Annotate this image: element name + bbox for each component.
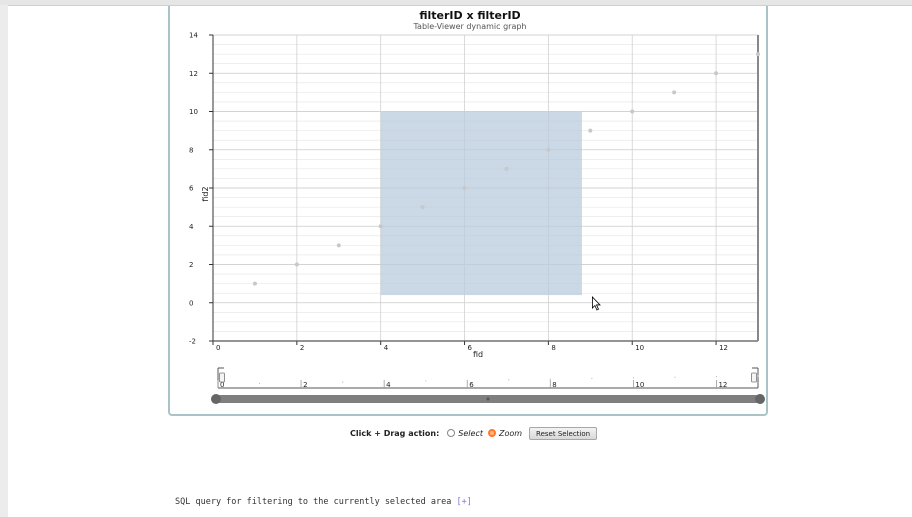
zoom-radio[interactable] [487,429,496,437]
zoom-option-label[interactable]: Zoom [498,428,523,438]
scatter-chart[interactable]: filterID x filterID Table-Viewer dynamic… [170,6,770,416]
sql-expand-toggle[interactable]: [+] [456,497,472,507]
navigator-point [591,377,593,380]
x-tick-label: 2 [300,344,304,352]
y-tick-label: 12 [189,70,198,78]
chart-panel: filterID x filterID Table-Viewer dynamic… [168,6,768,416]
chart-title: filterID x filterID [419,9,520,22]
y-tick-label: -2 [189,338,196,346]
scrollbar-grip-icon [486,397,490,401]
data-point [588,128,593,133]
data-point [420,205,425,210]
y-tick-label: 10 [189,108,198,116]
navigator-point [342,381,344,383]
navigator-point [300,382,302,384]
range-navigator[interactable]: 0 2 4 6 8 10 12 [211,367,765,404]
drag-action-controls: Click + Drag action: Select Zoom Reset S… [350,426,598,440]
data-point [252,281,257,286]
navigator-left-handle[interactable] [219,372,225,383]
sql-query-text: SQL query for filtering to the currently… [175,497,452,507]
navigator-tick-label: 8 [552,381,556,389]
data-point [378,224,383,229]
navigator-tick-label: 6 [469,381,474,389]
mouse-cursor-icon [592,296,601,311]
navigator-right-handle[interactable] [751,372,757,383]
x-tick-label: 10 [635,344,644,352]
data-point [672,90,677,95]
data-point [630,109,635,114]
navigator-tick-label: 0 [220,381,224,389]
data-point [756,52,760,57]
navigator-point [258,382,261,384]
navigator-tick-label: 4 [386,381,391,389]
x-tick-label: 4 [384,344,389,352]
y-tick-label: 2 [189,261,193,269]
x-tick-label: 0 [216,344,220,352]
x-axis-label: fid [473,350,483,359]
x-tick-label: 6 [468,344,473,352]
left-gutter [0,5,8,517]
y-tick-label: 4 [189,223,194,231]
data-point [336,243,341,248]
data-point [714,71,719,76]
y-tick-label: 14 [189,32,198,40]
scrollbar-left-button[interactable] [211,394,221,404]
data-point [504,166,509,171]
y-tick-label: 0 [189,299,193,307]
navigator-tick-label: 10 [635,381,644,389]
sql-query-line: SQL query for filtering to the currently… [175,497,472,507]
page-content: filterID x filterID Table-Viewer dynamic… [8,6,912,517]
y-axis-label: fid2 [201,186,210,201]
browser-top-strip [0,0,912,6]
select-option-label[interactable]: Select [458,428,483,438]
x-tick-label: 12 [719,344,728,352]
navigator-point [549,378,551,380]
scrollbar-right-button[interactable] [755,394,765,404]
navigator-tick-label: 2 [303,381,307,389]
navigator-point [425,380,427,382]
y-tick-label: 8 [189,146,193,154]
chart-subtitle: Table-Viewer dynamic graph [412,22,526,31]
navigator-point [466,379,468,381]
data-point [546,147,551,152]
navigator-point [632,377,634,379]
x-tick-label: 8 [551,344,555,352]
drag-action-label: Click + Drag action: [350,428,440,438]
data-point [462,186,467,190]
navigator-point [674,376,676,378]
navigator-point [715,376,718,378]
navigator-point [508,379,510,381]
navigator-point [757,375,759,377]
select-radio[interactable] [447,429,456,437]
navigator-tick-label: 12 [718,381,727,389]
y-tick-label: 6 [189,185,194,193]
zoom-selection-rect[interactable] [380,111,582,296]
data-point [294,262,299,267]
plot-area[interactable]: -2 0 2 4 6 8 10 12 14 0 2 4 6 8 10 12 [189,32,760,353]
reset-selection-button[interactable]: Reset Selection [529,426,598,440]
navigator-point [383,380,385,383]
